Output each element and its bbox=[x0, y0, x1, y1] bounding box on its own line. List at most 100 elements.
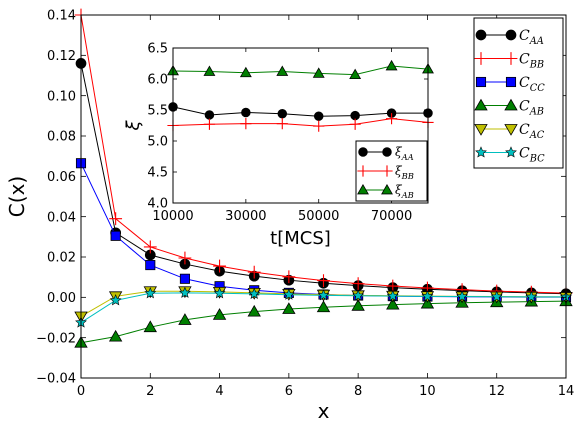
main-point-bb-2 bbox=[143, 240, 157, 254]
main-legend-marker-start-ab bbox=[474, 98, 488, 111]
inset-point-bb-3 bbox=[276, 118, 288, 130]
main-point-cc-2 bbox=[145, 260, 156, 271]
main-xtick-label-2: 4 bbox=[215, 384, 223, 399]
inset-xtick-label-1: 30000 bbox=[225, 209, 266, 224]
main-point-cc-1 bbox=[110, 230, 121, 241]
inset-series-line-ab bbox=[172, 65, 429, 76]
inset-point-aa-5 bbox=[350, 110, 360, 121]
inset-point-ab-4 bbox=[312, 67, 325, 78]
inset-legend-marker-end-aa bbox=[382, 147, 392, 157]
inset-xtick-label-3: 70000 bbox=[371, 209, 412, 224]
main-ylabel: C(x) bbox=[5, 176, 29, 217]
main-xtick-label-7: 14 bbox=[558, 384, 575, 399]
main-xtick-label-1: 2 bbox=[146, 384, 154, 399]
inset-point-bb-1 bbox=[203, 118, 216, 130]
inset-series-line-aa bbox=[172, 106, 428, 117]
inset-ylabel: ξ bbox=[123, 120, 144, 132]
inset-legend-marker-start-aa bbox=[358, 147, 368, 157]
inset-legend: ξAA ξBB ξAB bbox=[355, 140, 428, 202]
inset-xlabel: t[MCS] bbox=[270, 228, 331, 249]
main-point-ab-2 bbox=[143, 320, 157, 333]
main-point-bc-11 bbox=[456, 290, 468, 302]
main-legend-marker-end-ab bbox=[504, 98, 518, 111]
inset-frame bbox=[172, 47, 429, 204]
main-legend-label-aa: CAA bbox=[519, 28, 544, 47]
inset-xtick-label-0: 10000 bbox=[152, 209, 193, 224]
main-point-ab-8 bbox=[351, 298, 365, 311]
main-ytick-label-2: 0.00 bbox=[47, 291, 76, 306]
inset-point-aa-4 bbox=[313, 111, 324, 121]
main-ytick-label-5: 0.06 bbox=[47, 170, 76, 185]
inset-ytick-label-2: 5.0 bbox=[147, 135, 168, 150]
main-point-bb-5 bbox=[247, 265, 261, 279]
inset-legend-marker-start-ab bbox=[357, 183, 369, 195]
main-xtick-label-5: 10 bbox=[419, 384, 436, 399]
main-point-bb-3 bbox=[178, 251, 192, 265]
main-legend-box bbox=[473, 17, 564, 169]
main-xtick-label-6: 12 bbox=[488, 384, 505, 399]
main-legend-marker-start-cc bbox=[475, 76, 487, 88]
main-legend-label-ac: CAC bbox=[519, 122, 545, 141]
main-legend-label-bb: CBB bbox=[519, 51, 544, 70]
main-xtick-label-0: 0 bbox=[77, 384, 85, 399]
main-point-ab-4 bbox=[212, 308, 227, 320]
main-point-bb-1 bbox=[109, 212, 123, 226]
inset-legend-marker-end-ab bbox=[381, 183, 393, 195]
inset-ytick-label-1: 4.5 bbox=[147, 166, 168, 181]
main-point-bc-8 bbox=[352, 289, 365, 301]
inset-point-ab-1 bbox=[203, 65, 216, 76]
inset-point-ab-2 bbox=[239, 66, 252, 78]
main-point-bc-9 bbox=[386, 289, 399, 302]
main-legend-marker-start-bb bbox=[474, 52, 488, 65]
main-point-bc-2 bbox=[144, 287, 157, 299]
inset-point-bb-2 bbox=[240, 118, 252, 130]
main-xtick-label-3: 6 bbox=[285, 384, 293, 399]
inset-point-ab-3 bbox=[276, 65, 289, 76]
inset-legend-label-ab: ξAB bbox=[395, 183, 414, 200]
inset-point-aa-2 bbox=[241, 107, 251, 118]
main-legend-label-cc: CCC bbox=[519, 75, 545, 94]
main-ytick-label-1: −0.02 bbox=[36, 331, 76, 346]
main-ytick-label-9: 0.14 bbox=[47, 9, 76, 24]
inset-legend-marker-end-bb bbox=[381, 165, 393, 177]
main-point-ab-9 bbox=[386, 297, 400, 310]
main-legend-marker-start-aa bbox=[475, 29, 487, 41]
main-xlabel: x bbox=[318, 399, 330, 423]
main-point-bb-8 bbox=[351, 277, 365, 291]
inset-series-line-bb bbox=[172, 118, 429, 127]
main-point-ab-5 bbox=[247, 304, 261, 317]
main-point-bc-7 bbox=[317, 289, 330, 301]
inset-legend-label-aa: ξAA bbox=[395, 145, 414, 162]
main-point-ab-1 bbox=[108, 329, 123, 342]
main-point-bc-5 bbox=[248, 287, 261, 299]
main-point-ab-7 bbox=[316, 300, 331, 313]
main-point-bc-3 bbox=[179, 286, 191, 298]
inset-point-bb-4 bbox=[313, 120, 325, 132]
main-ytick-label-4: 0.04 bbox=[47, 210, 76, 225]
main-point-bb-6 bbox=[282, 270, 296, 284]
inset-ytick-label-3: 5.5 bbox=[147, 104, 168, 119]
main-xtick-label-4: 8 bbox=[354, 384, 362, 399]
main-legend-marker-end-bc bbox=[505, 146, 517, 158]
inset-point-aa-1 bbox=[204, 110, 215, 120]
main-point-bb-4 bbox=[213, 259, 226, 273]
inset-point-ab-6 bbox=[385, 59, 398, 71]
inset-point-aa-3 bbox=[277, 108, 288, 119]
inset-xtick-label-2: 50000 bbox=[298, 209, 339, 224]
main-point-ab-3 bbox=[178, 313, 192, 325]
main-point-bc-10 bbox=[421, 290, 434, 302]
main-ytick-label-3: 0.02 bbox=[47, 251, 76, 266]
main-legend-marker-end-bb bbox=[504, 52, 518, 65]
main-ytick-label-7: 0.10 bbox=[47, 89, 76, 104]
main-legend-marker-start-bc bbox=[475, 146, 487, 158]
main-ytick-label-8: 0.12 bbox=[47, 49, 76, 64]
main-point-ab-6 bbox=[282, 302, 296, 314]
inset-ytick-label-4: 6.0 bbox=[147, 73, 168, 88]
inset-point-bb-6 bbox=[385, 113, 398, 125]
inset-legend-marker-start-bb bbox=[357, 165, 369, 177]
main-legend-marker-end-ac bbox=[504, 124, 518, 136]
main-legend-marker-end-cc bbox=[505, 76, 517, 88]
main-ytick-label-0: −0.04 bbox=[36, 372, 76, 387]
main-legend: CAA CBB CCC CAB CAC CBC bbox=[473, 17, 564, 169]
